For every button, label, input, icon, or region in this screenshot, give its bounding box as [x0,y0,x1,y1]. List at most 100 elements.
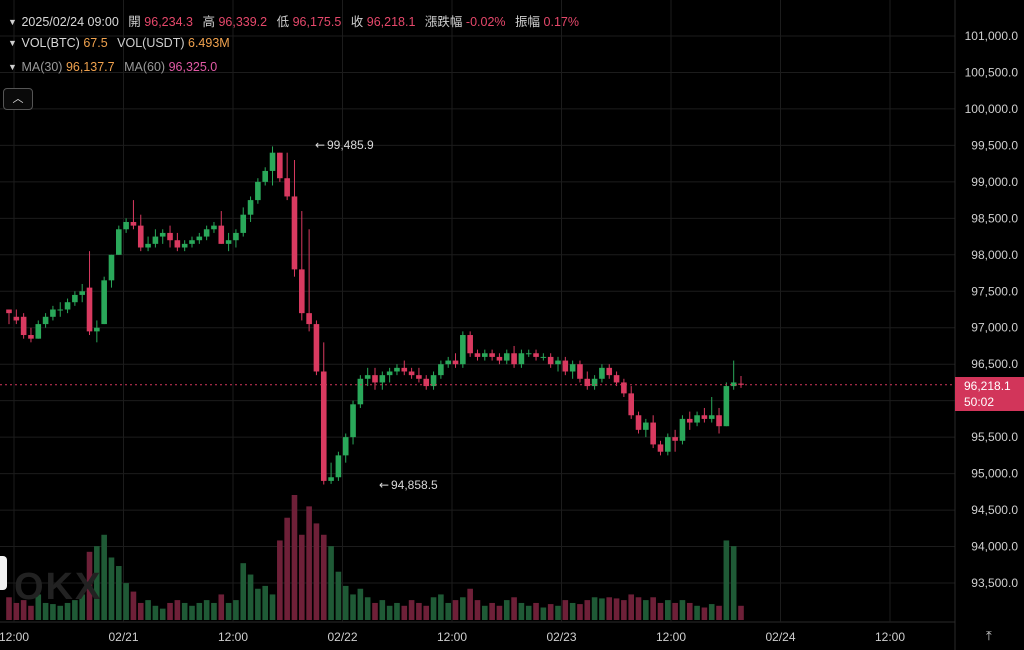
candle-body [569,364,576,372]
volume-bar [225,602,232,620]
volume-bar [445,602,451,620]
candle-body [277,152,283,179]
volume-bar [64,602,71,620]
low-arrow: ← [379,478,389,492]
volume-bar [650,597,656,620]
candle-body [6,309,12,314]
volume-bar [247,574,254,620]
y-axis[interactable]: 101,000.0 100,500.0 100,000.0 99,500.0 99,00… [965,29,1019,590]
x-tick-label: 02/22 [327,630,357,644]
candle-body [408,371,415,376]
candle-body [42,316,49,325]
volume-bars [6,495,744,620]
candle-body [701,415,708,419]
candle-body [364,375,371,379]
candle-body [438,364,444,376]
volume-bar [599,598,605,620]
volume-bar [262,585,268,620]
candle-body [708,415,715,419]
volume-bar [284,517,290,620]
volume-bar [408,600,415,620]
volume-bar [496,605,503,620]
volume-bar [540,607,547,620]
candle-body [28,335,34,339]
y-tick-label: 100,500.0 [965,65,1019,79]
candle-body [137,225,144,248]
candle-body [328,477,334,481]
volume-bar [489,602,495,620]
legend-close: 96,218.1 [366,15,416,29]
price-annotations: 99,485.9 ← 94,858.5 ← [315,138,438,492]
candle-body [35,324,42,339]
volume-bar [679,600,686,620]
volume-bar [643,600,649,620]
y-tick-label: 99,000.0 [971,175,1018,189]
volume-bar [86,551,93,620]
volume-bar [240,563,247,620]
volume-bar [672,602,678,620]
volume-bar [357,588,364,620]
x-tick-label: 02/21 [108,630,138,644]
candle-body [511,353,517,365]
volume-bar [701,607,708,620]
volume-bar [101,534,107,620]
candle-body [401,367,408,372]
x-tick-label: 12:00 [875,630,905,644]
candle-body [299,269,305,314]
candle-body [57,309,64,311]
legend-low: 96,175.5 [292,15,342,29]
candle-body [482,353,488,357]
volume-bar [716,605,722,620]
candle-body [335,455,342,478]
legend-vol-usdt: 6.493M [188,36,230,50]
candle-body [350,404,356,438]
volume-bar [211,602,217,620]
candle-body [423,378,430,387]
candle-body [723,386,730,427]
candle-body [203,229,210,237]
candle-countdown: 50:02 [964,395,995,409]
candle-body [123,221,129,230]
volume-bar [189,605,195,620]
volume-bar [79,594,85,620]
candle-body [496,356,503,361]
vertical-scale-icon[interactable]: ⤒ [986,628,992,643]
watermark-logo: OKX [14,566,103,608]
volume-bar [569,602,576,620]
candle-body [225,240,232,244]
volume-bar [159,608,166,620]
x-tick-label: 12:00 [437,630,467,644]
volume-bar [474,600,481,620]
candle-body [445,360,451,365]
chevron-down-icon[interactable]: ▼ [8,17,17,27]
x-axis[interactable]: 12:00 02/21 12:00 02/22 12:00 02/23 12:00 02/24… [0,630,905,644]
volume-bar [137,602,144,620]
candle-body [430,375,437,387]
y-tick-label: 96,500.0 [971,357,1018,371]
chevron-down-icon[interactable]: ▼ [8,38,17,48]
y-tick-label: 97,500.0 [971,284,1018,298]
volume-bar [584,600,591,620]
volume-bar [20,600,27,620]
candle-body [686,418,693,423]
candle-body [372,375,378,383]
chevron-down-icon[interactable]: ▼ [8,62,17,72]
candle-body [94,327,100,332]
candle-body [181,243,188,248]
volume-bar [416,602,422,620]
volume-bar [525,605,532,620]
volume-bar [13,602,20,620]
candle-body [291,196,298,270]
x-tick-label: 02/23 [546,630,576,644]
volume-bar [372,602,378,620]
candle-body [64,302,71,310]
y-tick-label: 99,500.0 [971,138,1018,152]
y-tick-label: 101,000.0 [965,29,1019,43]
scroll-handle[interactable] [0,556,7,590]
candle-body [467,335,473,354]
candle-body [233,232,239,241]
collapse-legend-button[interactable]: ︿ [3,88,33,110]
volume-bar [42,602,49,620]
candle-body [643,422,649,430]
